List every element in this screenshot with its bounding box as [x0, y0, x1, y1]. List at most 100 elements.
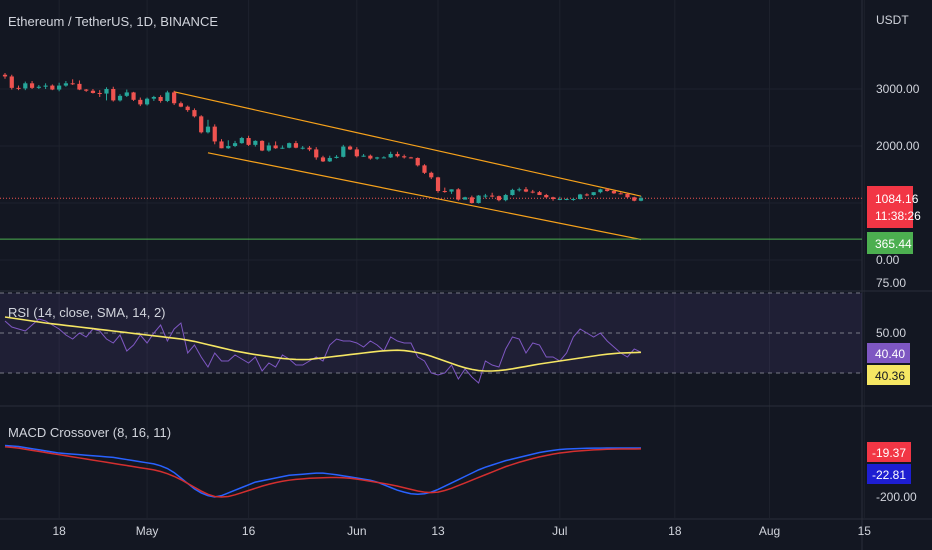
candle[interactable]: [476, 195, 481, 204]
candle[interactable]: [138, 97, 143, 107]
candle[interactable]: [361, 153, 366, 157]
candle[interactable]: [591, 192, 596, 196]
candle[interactable]: [16, 85, 21, 91]
candle[interactable]: [212, 124, 217, 145]
candle[interactable]: [97, 90, 102, 97]
candle[interactable]: [232, 140, 238, 148]
candle[interactable]: [490, 192, 495, 198]
candle[interactable]: [111, 86, 116, 102]
candle[interactable]: [199, 115, 204, 134]
candle[interactable]: [260, 140, 265, 152]
candle[interactable]: [496, 195, 502, 202]
channel-upper-line[interactable]: [174, 91, 642, 197]
candle[interactable]: [408, 156, 414, 159]
candle[interactable]: [29, 81, 35, 89]
candle[interactable]: [334, 155, 339, 159]
macd-pane[interactable]: [4, 444, 642, 498]
candle[interactable]: [9, 74, 14, 90]
symbol-title[interactable]: Ethereum / TetherUS, 1D, BINANCE: [8, 14, 218, 29]
candle[interactable]: [307, 146, 312, 152]
candle[interactable]: [537, 191, 542, 196]
candle[interactable]: [185, 105, 190, 112]
candle[interactable]: [192, 108, 197, 118]
price-pane[interactable]: [0, 73, 862, 241]
candle[interactable]: [550, 196, 556, 201]
candle[interactable]: [530, 189, 535, 194]
candle[interactable]: [273, 141, 278, 149]
candle[interactable]: [354, 147, 359, 158]
candle[interactable]: [638, 196, 644, 202]
candle[interactable]: [63, 81, 68, 87]
candle[interactable]: [36, 85, 41, 89]
candle[interactable]: [23, 81, 28, 91]
candle[interactable]: [415, 157, 420, 167]
candle[interactable]: [368, 154, 373, 160]
candle[interactable]: [158, 95, 163, 103]
candle[interactable]: [172, 90, 177, 105]
candle[interactable]: [632, 196, 637, 202]
candle[interactable]: [165, 90, 170, 103]
candle[interactable]: [178, 101, 184, 108]
candle[interactable]: [314, 147, 319, 160]
candle[interactable]: [557, 196, 562, 201]
candle[interactable]: [544, 193, 549, 198]
candle[interactable]: [226, 140, 231, 149]
candle[interactable]: [571, 197, 576, 201]
candle[interactable]: [483, 193, 488, 199]
candle[interactable]: [388, 151, 393, 158]
candle[interactable]: [625, 193, 630, 198]
candle[interactable]: [287, 142, 292, 149]
candle[interactable]: [239, 136, 244, 144]
candle[interactable]: [2, 73, 8, 79]
candle[interactable]: [429, 171, 434, 180]
candle[interactable]: [442, 187, 447, 193]
time-axis[interactable]: 18 May 16 Jun 13 Jul 18 Aug 15: [52, 524, 871, 538]
candle[interactable]: [469, 195, 474, 204]
candle[interactable]: [293, 140, 299, 149]
candle[interactable]: [605, 188, 610, 192]
candle[interactable]: [280, 145, 285, 149]
candle[interactable]: [124, 89, 129, 97]
candle[interactable]: [449, 189, 454, 194]
candle[interactable]: [618, 192, 623, 195]
candle[interactable]: [395, 151, 400, 158]
candle[interactable]: [381, 156, 386, 159]
candle[interactable]: [584, 193, 589, 197]
rsi-pane[interactable]: [0, 292, 862, 384]
candle[interactable]: [327, 155, 332, 162]
candle[interactable]: [104, 87, 109, 101]
candle[interactable]: [402, 154, 407, 159]
rsi-title[interactable]: RSI (14, close, SMA, 14, 2): [8, 305, 166, 320]
candle[interactable]: [503, 193, 508, 202]
horizontal-lines[interactable]: [0, 197, 862, 240]
candle[interactable]: [320, 155, 326, 162]
descending-channel[interactable]: [174, 91, 642, 241]
candle[interactable]: [300, 146, 305, 150]
candle[interactable]: [456, 188, 461, 201]
candle[interactable]: [341, 144, 346, 158]
channel-lower-line[interactable]: [207, 152, 642, 241]
candle[interactable]: [347, 145, 353, 150]
candle[interactable]: [131, 91, 136, 101]
macd-title[interactable]: MACD Crossover (8, 16, 11): [8, 425, 171, 440]
candle[interactable]: [611, 190, 617, 194]
candles[interactable]: [2, 73, 644, 204]
candle[interactable]: [151, 95, 156, 101]
candle[interactable]: [435, 176, 441, 193]
candle[interactable]: [144, 97, 150, 106]
candle[interactable]: [375, 156, 380, 160]
candle[interactable]: [219, 139, 224, 149]
candle[interactable]: [253, 140, 258, 147]
candle[interactable]: [77, 80, 82, 91]
candle[interactable]: [462, 196, 468, 200]
candle[interactable]: [422, 164, 427, 174]
candle[interactable]: [564, 198, 569, 201]
candle[interactable]: [43, 83, 48, 89]
candle[interactable]: [578, 193, 583, 200]
candle[interactable]: [117, 94, 123, 102]
candle[interactable]: [205, 119, 211, 134]
candle[interactable]: [246, 135, 251, 146]
candle[interactable]: [266, 142, 271, 152]
price-axis[interactable]: USDT 3000.00 2000.00 0.00 75.00 50.00 -200.…: [867, 13, 921, 504]
